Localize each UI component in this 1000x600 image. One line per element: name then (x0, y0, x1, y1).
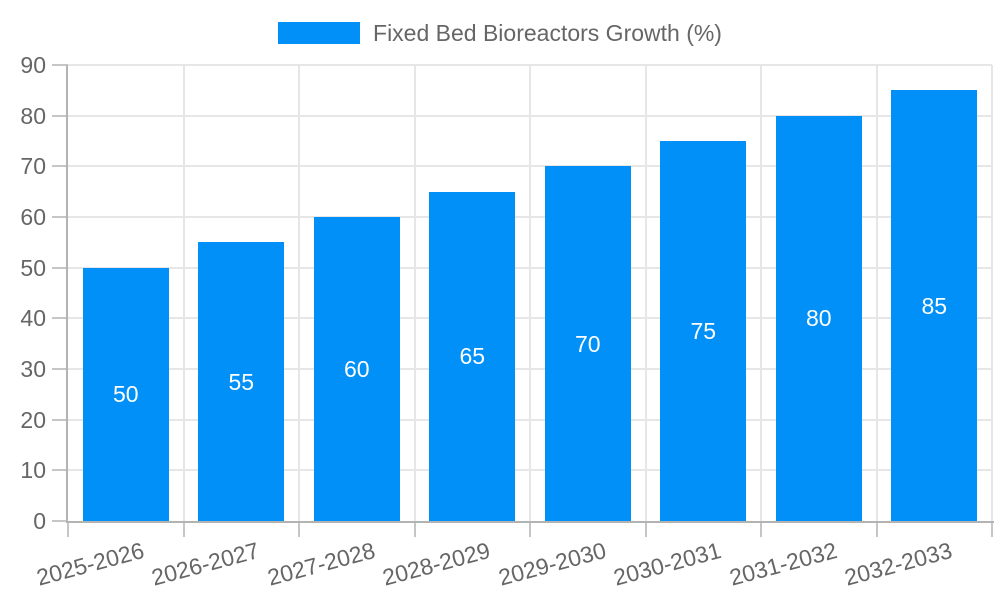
y-tick-mark (52, 418, 68, 421)
bar[interactable]: 60 (313, 217, 400, 521)
x-tick-mark (413, 523, 416, 537)
x-tick-mark (875, 523, 878, 537)
y-tick-mark (52, 317, 68, 320)
y-axis-tick-label: 90 (20, 52, 46, 78)
x-axis-tick-label: 2029-2030 (495, 537, 609, 591)
gridline-vertical (413, 65, 416, 521)
x-axis-tick-label: 2031-2032 (726, 537, 840, 591)
y-axis-tick-label: 0 (33, 508, 46, 534)
gridline-vertical (644, 65, 647, 521)
y-tick-mark (52, 469, 68, 472)
chart-legend: Fixed Bed Bioreactors Growth (%) (0, 20, 1000, 46)
bar-value-label: 65 (459, 343, 486, 370)
y-axis-tick-label: 40 (20, 305, 46, 332)
y-tick-mark (52, 368, 68, 370)
y-tick-mark (52, 520, 68, 522)
x-axis-line (66, 521, 994, 523)
bar-value-label: 55 (228, 368, 255, 395)
legend-color-swatch (278, 22, 361, 44)
plot-area: 50 55 60 65 70 75 80 85 (68, 64, 993, 521)
gridline-vertical (182, 65, 185, 521)
gridline-vertical (875, 65, 878, 521)
x-axis-tick-label: 2030-2031 (610, 537, 724, 591)
bar-value-label: 85 (921, 292, 948, 319)
y-tick-mark (52, 216, 68, 218)
y-tick-mark (52, 266, 68, 269)
bar[interactable]: 85 (891, 90, 978, 521)
y-axis-tick-label: 50 (20, 254, 46, 281)
x-tick-mark (529, 523, 531, 537)
y-axis-tick-label: 80 (20, 102, 46, 129)
bar-value-label: 80 (805, 305, 832, 332)
y-axis-tick-label: 10 (20, 457, 46, 484)
y-tick-mark (52, 165, 68, 168)
bar[interactable]: 65 (429, 191, 516, 521)
x-axis-tick-label: 2032-2033 (841, 537, 955, 591)
y-tick-mark (52, 114, 68, 117)
bar-value-label: 75 (690, 318, 717, 344)
x-tick-mark (644, 523, 647, 537)
legend-label: Fixed Bed Bioreactors Growth (%) (373, 20, 722, 46)
x-axis-tick-label: 2026-2027 (148, 537, 262, 591)
bar-value-label: 50 (112, 381, 139, 408)
legend-item[interactable]: Fixed Bed Bioreactors Growth (%) (278, 20, 722, 46)
bar[interactable]: 70 (544, 166, 631, 521)
x-tick-mark (67, 523, 69, 537)
x-tick-mark (760, 523, 762, 537)
x-axis-tick-label: 2025-2026 (33, 537, 147, 591)
y-tick-mark (52, 64, 68, 66)
gridline-vertical (760, 65, 762, 521)
x-axis-tick-label: 2028-2029 (379, 537, 493, 591)
y-axis-tick-label: 70 (20, 153, 46, 180)
x-tick-mark (182, 523, 185, 537)
x-tick-mark (991, 523, 993, 537)
bar[interactable]: 55 (198, 242, 285, 521)
bar[interactable]: 50 (82, 267, 169, 521)
bar[interactable]: 80 (775, 115, 862, 521)
y-axis-line (66, 65, 68, 523)
y-axis-tick-label: 20 (20, 406, 46, 433)
gridline-vertical (991, 65, 993, 521)
bar-value-label: 70 (574, 330, 601, 357)
x-tick-mark (298, 523, 300, 537)
y-axis-tick-label: 60 (20, 204, 46, 230)
y-axis-tick-label: 30 (20, 356, 46, 382)
x-axis-tick-label: 2027-2028 (264, 537, 378, 591)
bar-value-label: 60 (343, 356, 370, 382)
gridline-vertical (298, 65, 300, 521)
bar[interactable]: 75 (660, 141, 747, 521)
gridline-vertical (529, 65, 531, 521)
